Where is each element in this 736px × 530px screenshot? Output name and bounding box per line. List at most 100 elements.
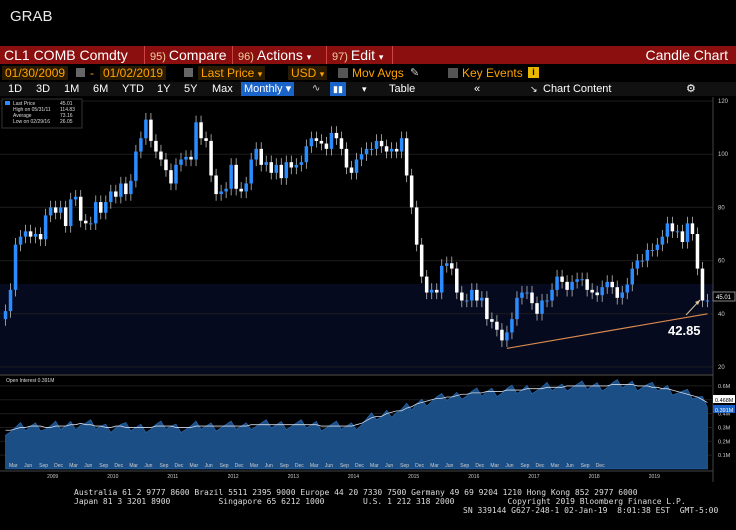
candle-body — [700, 268, 705, 301]
month-tick-label: Dec — [295, 463, 304, 469]
month-tick-label: Jun — [84, 463, 92, 469]
candle-body — [124, 183, 128, 195]
line-chart-icon[interactable]: ∿ — [312, 83, 321, 94]
oi-tag2-text: 0.391M — [715, 408, 734, 414]
period-3d[interactable]: 3D — [36, 83, 51, 95]
year-tick-label: 2011 — [167, 474, 178, 480]
candle-body — [249, 159, 253, 184]
month-tick-label: Sep — [159, 463, 168, 469]
month-tick-label: Jun — [24, 463, 32, 469]
calendar-icon[interactable] — [76, 68, 85, 77]
candle-body — [329, 132, 334, 149]
month-tick-label: Jun — [265, 463, 273, 469]
candle-body — [660, 236, 665, 245]
period-ytd[interactable]: YTD — [122, 83, 144, 95]
candle-body — [625, 284, 630, 293]
chart-content-button[interactable]: Chart Content — [543, 83, 612, 95]
ticker-field[interactable]: CL1 COMB Comdty — [4, 47, 128, 63]
info-icon[interactable]: i — [528, 67, 539, 78]
key-events-label[interactable]: Key Events — [462, 66, 523, 80]
candle-body — [404, 138, 409, 176]
edit-button[interactable]: 97) Edit ▾ — [332, 47, 384, 63]
candle-body — [269, 162, 274, 173]
chart-style-dropdown-icon[interactable]: ▾ — [362, 84, 367, 94]
date-axis: Mar Jun Sep Dec Mar Jun Sep Dec Mar Jun Sep Dec Mar J… — [0, 463, 713, 480]
low-zone-shade — [0, 284, 713, 374]
candle-body — [505, 332, 509, 341]
command-bar: CL1 COMB Comdty 95) Compare 96) Actions ▾ … — [0, 46, 736, 64]
legend: Last Price 45.01 High on 05/31/11 114.83… — [1, 98, 83, 129]
candle-body — [389, 148, 394, 152]
candle-body — [284, 162, 289, 179]
candle-body — [279, 164, 284, 179]
frequency-select[interactable]: Monthly ▾ — [241, 82, 295, 96]
candle-body — [500, 329, 504, 341]
current-price-tag — [712, 291, 736, 302]
candle-body — [109, 191, 113, 203]
gear-icon[interactable]: ⚙ — [686, 83, 696, 95]
candle-body — [510, 319, 514, 333]
start-date-field[interactable]: 01/30/2009 — [2, 66, 69, 80]
candle-body — [159, 151, 163, 160]
dropdown-icon: ▾ — [306, 52, 312, 62]
year-tick-label: 2016 — [468, 474, 479, 480]
candle-body — [615, 287, 619, 298]
price-tick-label: 120 — [718, 99, 729, 105]
candle-body — [525, 292, 529, 294]
oi-tick-label: 0.3M — [718, 425, 731, 431]
month-tick-label: Jun — [144, 463, 152, 469]
candle-body — [434, 289, 439, 293]
candle-body — [429, 289, 434, 293]
candle-body — [334, 132, 339, 139]
chart-content-arrow-icon[interactable]: ↘ — [530, 84, 538, 94]
candle-body — [13, 244, 18, 290]
candle-body — [63, 207, 68, 227]
candle-body — [409, 175, 414, 208]
currency-select[interactable]: USD ▾ — [288, 66, 328, 80]
key-events-checkbox[interactable] — [448, 68, 458, 78]
month-tick-label: Mar — [490, 463, 499, 469]
month-tick-label: Sep — [400, 463, 409, 469]
month-tick-label: Mar — [310, 463, 319, 469]
candle-body — [154, 140, 158, 152]
candle-body — [635, 260, 640, 269]
candle-body — [234, 164, 238, 189]
candle-body — [364, 148, 369, 155]
end-date-field[interactable]: 01/02/2019 — [100, 66, 167, 80]
legend-avg-label: Average — [13, 113, 32, 119]
period-bar: 1D 3D 1M 6M YTD 1Y 5Y Max Monthly ▾ ∿ ▮▮… — [0, 82, 736, 96]
field-select[interactable]: Last Price ▾ — [198, 66, 266, 80]
month-tick-label: Mar — [190, 463, 199, 469]
mov-avgs-checkbox[interactable] — [338, 68, 348, 78]
mov-avgs-label[interactable]: Mov Avgs — [352, 66, 404, 80]
candle-body — [450, 263, 454, 269]
period-6m[interactable]: 6M — [93, 83, 109, 95]
candle-body — [620, 292, 625, 298]
compare-button[interactable]: 95) Compare — [150, 47, 227, 63]
month-tick-label: Sep — [220, 463, 229, 469]
actions-button[interactable]: 96) Actions ▾ — [238, 47, 312, 63]
candle-body — [299, 162, 304, 165]
candle-body — [680, 231, 685, 242]
candle-body — [650, 249, 655, 251]
pencil-icon[interactable]: ✎ — [410, 67, 420, 79]
candle-body — [585, 279, 589, 290]
table-button[interactable]: Table — [389, 83, 416, 95]
open-interest-panel — [0, 374, 713, 470]
calendar-icon[interactable] — [184, 68, 193, 77]
collapse-left-icon[interactable]: « — [474, 83, 481, 95]
candle-body — [339, 138, 344, 149]
candle-chart-icon[interactable]: ▮▮ — [330, 82, 346, 96]
period-1m[interactable]: 1M — [64, 83, 80, 95]
period-1y[interactable]: 1Y — [157, 83, 171, 95]
price-axis: 20 40 60 80 100 120 — [712, 97, 729, 482]
period-max[interactable]: Max — [212, 83, 233, 95]
month-tick-label: Dec — [174, 463, 183, 469]
candle-body — [18, 236, 23, 245]
candle-body — [189, 156, 193, 160]
date-dash: - — [90, 66, 94, 80]
period-5y[interactable]: 5Y — [184, 83, 198, 95]
period-1d[interactable]: 1D — [8, 83, 23, 95]
